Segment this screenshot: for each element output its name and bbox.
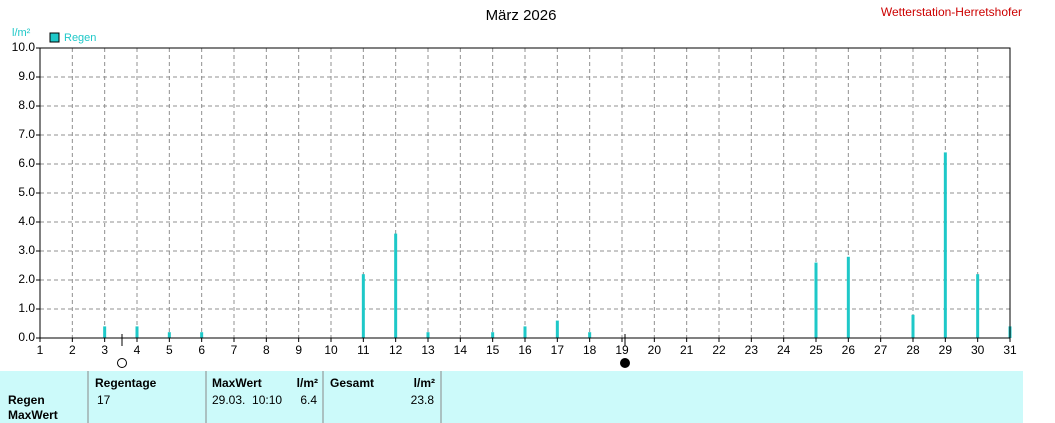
- x-tick-label: 29: [939, 343, 953, 357]
- x-tick-label: 13: [421, 343, 435, 357]
- x-tick-label: 1: [37, 343, 44, 357]
- x-tick-label: 2: [69, 343, 76, 357]
- new-moon-icon: [620, 358, 630, 368]
- y-tick-label: 1.0: [18, 301, 35, 315]
- x-tick-label: 16: [518, 343, 532, 357]
- full-moon-icon: [117, 358, 127, 368]
- x-tick-label: 23: [745, 343, 759, 357]
- table-cell: 6.4: [300, 393, 317, 407]
- bar: [943, 152, 947, 338]
- bar: [846, 256, 850, 338]
- bar: [491, 332, 495, 338]
- x-tick-label: 12: [389, 343, 403, 357]
- row-label: Regen: [8, 393, 45, 407]
- x-tick-label: 5: [166, 343, 173, 357]
- x-tick-label: 27: [874, 343, 888, 357]
- x-tick-label: 20: [648, 343, 662, 357]
- bar: [588, 332, 592, 338]
- bar: [555, 320, 559, 338]
- bar: [976, 274, 980, 338]
- x-tick-label: 6: [198, 343, 205, 357]
- x-tick-label: 30: [971, 343, 985, 357]
- table-header: l/m²: [297, 376, 318, 390]
- y-tick-label: 10.0: [12, 40, 36, 54]
- x-tick-label: 19: [615, 343, 629, 357]
- legend-label: Regen: [64, 32, 96, 44]
- y-tick-label: 6.0: [18, 156, 35, 170]
- bar: [361, 274, 365, 338]
- x-tick-label: 28: [906, 343, 920, 357]
- table-header: Gesamt: [330, 376, 374, 390]
- table-cell: 29.03. 10:10: [212, 393, 282, 407]
- x-tick-label: 15: [486, 343, 500, 357]
- bar: [426, 332, 430, 338]
- x-tick-label: 26: [842, 343, 856, 357]
- bar: [167, 332, 171, 338]
- bar: [135, 326, 139, 338]
- credit: Wetterstation-Herretshofer: [881, 5, 1022, 19]
- y-tick-label: 7.0: [18, 127, 35, 141]
- y-axis-label: l/m²: [12, 27, 31, 39]
- x-tick-label: 18: [583, 343, 597, 357]
- y-tick-label: 4.0: [18, 214, 35, 228]
- x-tick-label: 9: [295, 343, 302, 357]
- bar: [911, 314, 915, 338]
- x-tick-label: 3: [101, 343, 108, 357]
- plot: 0.01.02.03.04.05.06.07.08.09.010.01 2 3 4 5 6…: [12, 40, 1017, 357]
- bar: [103, 326, 107, 338]
- x-tick-label: 21: [680, 343, 694, 357]
- x-tick-label: 25: [809, 343, 823, 357]
- chart-title: März 2026: [486, 7, 557, 24]
- x-tick-label: 4: [134, 343, 141, 357]
- table-cell: 17: [97, 393, 111, 407]
- y-tick-label: 3.0: [18, 243, 35, 257]
- y-tick-label: 2.0: [18, 272, 35, 286]
- table-cell: 23.8: [411, 393, 435, 407]
- y-tick-label: 9.0: [18, 69, 35, 83]
- legend-swatch: [49, 32, 60, 43]
- bar: [394, 233, 398, 338]
- bar: [200, 332, 204, 338]
- row-label: MaxWert: [8, 408, 58, 422]
- y-tick-label: 8.0: [18, 98, 35, 112]
- x-tick-label: 17: [551, 343, 565, 357]
- x-tick-label: 7: [231, 343, 238, 357]
- x-tick-label: 22: [712, 343, 726, 357]
- x-tick-label: 31: [1003, 343, 1017, 357]
- table-header: Regentage: [95, 376, 157, 390]
- y-tick-label: 0.0: [18, 330, 35, 344]
- x-tick-label: 24: [777, 343, 791, 357]
- x-tick-label: 10: [324, 343, 338, 357]
- x-tick-label: 11: [357, 343, 370, 357]
- y-tick-label: 5.0: [18, 185, 35, 199]
- plot-frame: [39, 47, 1011, 339]
- bar: [814, 262, 818, 338]
- bar: [523, 326, 527, 338]
- table-background: [0, 371, 1023, 423]
- x-tick-label: 8: [263, 343, 270, 357]
- table-header: l/m²: [414, 376, 435, 390]
- table-header: MaxWert: [212, 376, 262, 390]
- x-tick-label: 14: [454, 343, 468, 357]
